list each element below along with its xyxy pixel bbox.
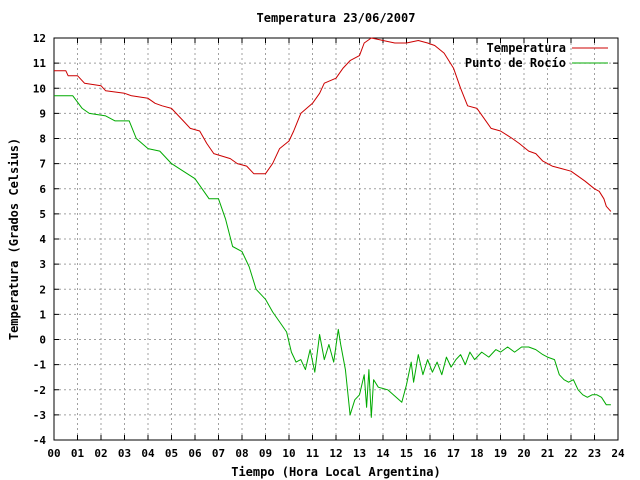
y-tick-label: 11 <box>33 57 47 70</box>
y-tick-label: 6 <box>39 183 46 196</box>
x-tick-label: 10 <box>282 447 295 460</box>
x-tick-label: 08 <box>235 447 248 460</box>
x-tick-label: 16 <box>423 447 437 460</box>
series-lines <box>54 37 612 418</box>
y-tick-label: 2 <box>39 283 46 296</box>
y-tick-label: 9 <box>39 107 46 120</box>
x-tick-label: 09 <box>259 447 272 460</box>
y-tick-label: 12 <box>33 32 46 45</box>
y-tick-label: 7 <box>39 158 46 171</box>
chart-title: Temperatura 23/06/2007 <box>257 11 416 25</box>
legend-label-punto-de-rocio: Punto de Rocío <box>465 56 566 70</box>
legend: Temperatura Punto de Rocío <box>465 41 608 70</box>
y-tick-label: -1 <box>33 359 47 372</box>
y-tick-label: 3 <box>39 258 46 271</box>
x-tick-label: 03 <box>118 447 131 460</box>
y-tick-label: 5 <box>39 208 46 221</box>
x-tick-label: 18 <box>470 447 483 460</box>
x-tick-label: 02 <box>94 447 107 460</box>
y-tick-label: -4 <box>33 434 47 447</box>
legend-label-temperatura: Temperatura <box>487 41 566 55</box>
x-tick-label: 20 <box>517 447 530 460</box>
y-tick-label: 4 <box>39 233 46 246</box>
x-tick-label: 24 <box>611 447 625 460</box>
y-tick-label: 0 <box>39 334 46 347</box>
y-tick-label: 8 <box>39 133 46 146</box>
x-tick-label: 15 <box>400 447 413 460</box>
x-tick-label: 07 <box>212 447 225 460</box>
punto-de-rocio-line <box>54 95 611 418</box>
x-tick-label: 12 <box>329 447 342 460</box>
x-tick-label: 21 <box>541 447 555 460</box>
x-tick-label: 23 <box>588 447 601 460</box>
x-tick-label: 19 <box>494 447 507 460</box>
y-tick-label: -2 <box>33 384 46 397</box>
x-tick-label: 17 <box>447 447 460 460</box>
y-tick-label: 1 <box>39 308 46 321</box>
y-tick-label: -3 <box>33 409 46 422</box>
temperatura-line <box>54 37 612 212</box>
x-tick-label: 05 <box>165 447 178 460</box>
grid <box>54 38 618 440</box>
x-tick-label: 22 <box>564 447 577 460</box>
x-tick-label: 06 <box>188 447 202 460</box>
x-tick-label: 01 <box>71 447 85 460</box>
x-tick-label: 00 <box>47 447 60 460</box>
x-tick-label: 04 <box>141 447 155 460</box>
x-tick-label: 11 <box>306 447 320 460</box>
y-tick-label: 10 <box>33 82 46 95</box>
x-tick-label: 13 <box>353 447 366 460</box>
x-axis-label: Tiempo (Hora Local Argentina) <box>231 465 441 479</box>
x-tick-label: 14 <box>376 447 390 460</box>
axis-ticks: 00 01 02 03 04 05 06 07 08 09 10 11 12 13 14 15 16 17 18 19… <box>33 32 625 460</box>
y-axis-label: Temperatura (Grados Celsius) <box>7 138 21 340</box>
